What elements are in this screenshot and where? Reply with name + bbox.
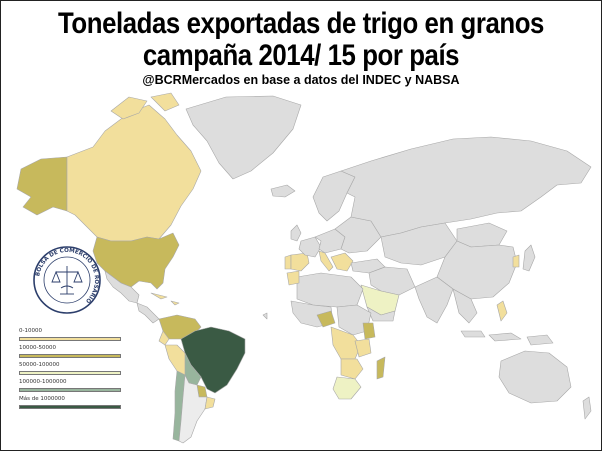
southern-africa-mid — [340, 358, 364, 380]
new-zealand — [582, 396, 592, 420]
bolsa-seal-logo: BOLSA DE COMERCIO DE ROSARIO — [33, 246, 101, 314]
canada-islands — [110, 92, 180, 120]
scandinavia — [312, 170, 356, 222]
balkans — [330, 252, 354, 272]
atlantic-islands — [262, 312, 268, 320]
usa — [92, 232, 180, 290]
map-title-line1: Toneladas exportadas de trigo en granos — [58, 7, 544, 40]
legend-swatch — [19, 388, 121, 392]
world-map — [16, 92, 592, 444]
legend-item: Más de 1000000 — [19, 396, 123, 413]
uk-ireland — [290, 224, 302, 242]
legend-swatch — [19, 354, 121, 358]
morocco — [286, 270, 300, 286]
legend-item: 100000-1000000 — [19, 379, 123, 396]
philippines — [496, 300, 508, 322]
legend-swatch — [19, 405, 121, 409]
legend-item: 10000-50000 — [19, 345, 123, 362]
legend-label: 10000-50000 — [19, 345, 56, 351]
legend-item: 50000-100000 — [19, 362, 123, 379]
iceland — [270, 184, 296, 198]
alaska — [16, 156, 68, 216]
map-legend: 0-10000 10000-50000 50000-100000 100000-… — [19, 328, 123, 413]
russia — [340, 136, 592, 238]
japan — [522, 244, 536, 272]
legend-item: 0-10000 — [19, 328, 123, 345]
canada — [66, 104, 202, 242]
kenya — [362, 322, 376, 340]
papua — [526, 334, 554, 346]
caribbean — [150, 292, 180, 306]
middle-east — [368, 266, 416, 296]
map-subtitle: @BCRMercados en base a datos del INDEC y… — [142, 73, 460, 87]
indonesia — [460, 330, 522, 342]
legend-label: 50000-100000 — [19, 362, 60, 368]
nigeria-area — [316, 310, 336, 328]
greenland — [185, 95, 302, 180]
south-africa — [332, 376, 362, 400]
legend-swatch — [19, 337, 121, 341]
argentina — [178, 374, 208, 444]
madagascar — [376, 356, 386, 380]
legend-swatch — [19, 371, 121, 375]
australia — [498, 350, 572, 404]
south-asia — [414, 276, 454, 324]
map-title-line2: campaña 2014/ 15 por país — [142, 39, 460, 72]
portugal — [284, 254, 292, 270]
mongolia — [456, 222, 508, 248]
yemen — [366, 306, 396, 322]
southeast-asia — [452, 288, 478, 324]
uruguay — [204, 396, 216, 410]
legend-label: 100000-1000000 — [19, 379, 67, 385]
legend-label: Más de 1000000 — [19, 396, 65, 402]
north-africa — [296, 272, 364, 308]
tanzania — [354, 338, 372, 358]
korea — [512, 254, 520, 268]
central-america — [136, 302, 160, 324]
spain — [290, 252, 310, 272]
legend-label: 0-10000 — [19, 328, 42, 334]
italy — [318, 250, 334, 272]
